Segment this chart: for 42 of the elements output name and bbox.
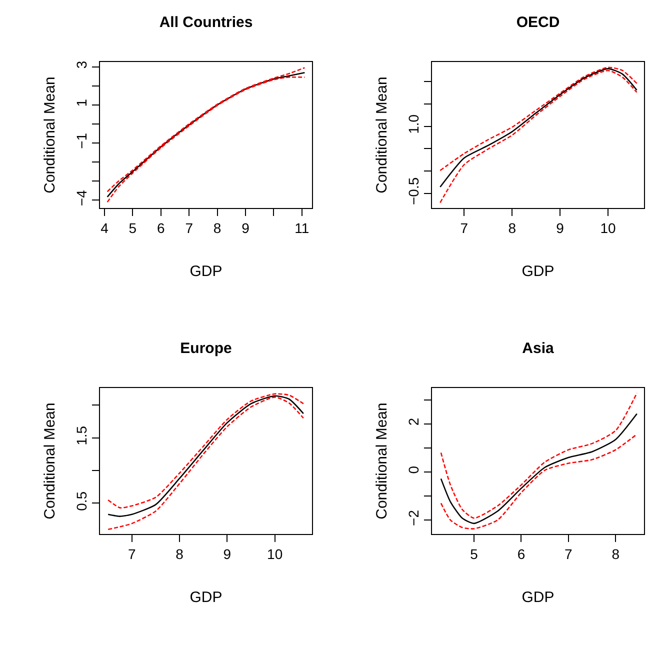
y-tick-label: 1 [73,98,90,107]
y-tick-label: 1.5 [73,426,90,446]
x-tick-label: 8 [176,546,184,562]
x-tick-label: 7 [128,546,136,562]
x-axis-title: GDP [190,588,222,606]
x-tick-label: 8 [612,546,620,562]
x-tick-label: 7 [564,546,573,562]
x-tick-label: 9 [223,546,232,562]
x-tick-label: 8 [213,220,222,236]
y-axis-title: Conditional Mean [42,402,59,520]
x-tick-label: 10 [600,220,616,236]
y-tick-label: 0 [405,466,422,474]
chart-title: Asia [522,340,554,357]
x-tick-label: 9 [556,220,564,236]
x-axis-title: GDP [522,588,554,606]
y-tick-label: −1 [73,132,90,149]
x-tick-label: 5 [470,546,478,562]
x-axis-title: GDP [522,262,554,280]
x-tick-label: 7 [460,220,468,236]
y-tick-label: −2 [405,510,422,526]
x-tick-label: 11 [294,220,310,236]
x-axis-title: GDP [190,262,222,280]
y-axis-title: Conditional Mean [374,76,391,194]
y-tick-label: 2 [405,418,422,426]
y-tick-label: −0.5 [405,177,422,205]
y-tick-label: 0.5 [73,491,90,511]
x-tick-label: 6 [156,220,165,236]
x-tick-label: 4 [100,220,109,236]
chart-title: OECD [516,14,560,31]
x-tick-label: 6 [517,546,526,562]
x-tick-label: 10 [267,546,283,562]
chart-title: All Countries [159,14,253,31]
y-tick-label: 1.0 [405,114,422,134]
y-axis-title: Conditional Mean [42,76,59,194]
x-tick-label: 5 [128,220,137,236]
y-tick-label: −4 [73,190,90,206]
y-axis-title: Conditional Mean [374,402,391,520]
x-tick-label: 9 [242,220,250,236]
chart-title: Europe [180,340,232,357]
y-tick-label: 3 [73,60,90,69]
x-tick-label: 8 [508,220,516,236]
x-tick-label: 7 [185,220,194,236]
